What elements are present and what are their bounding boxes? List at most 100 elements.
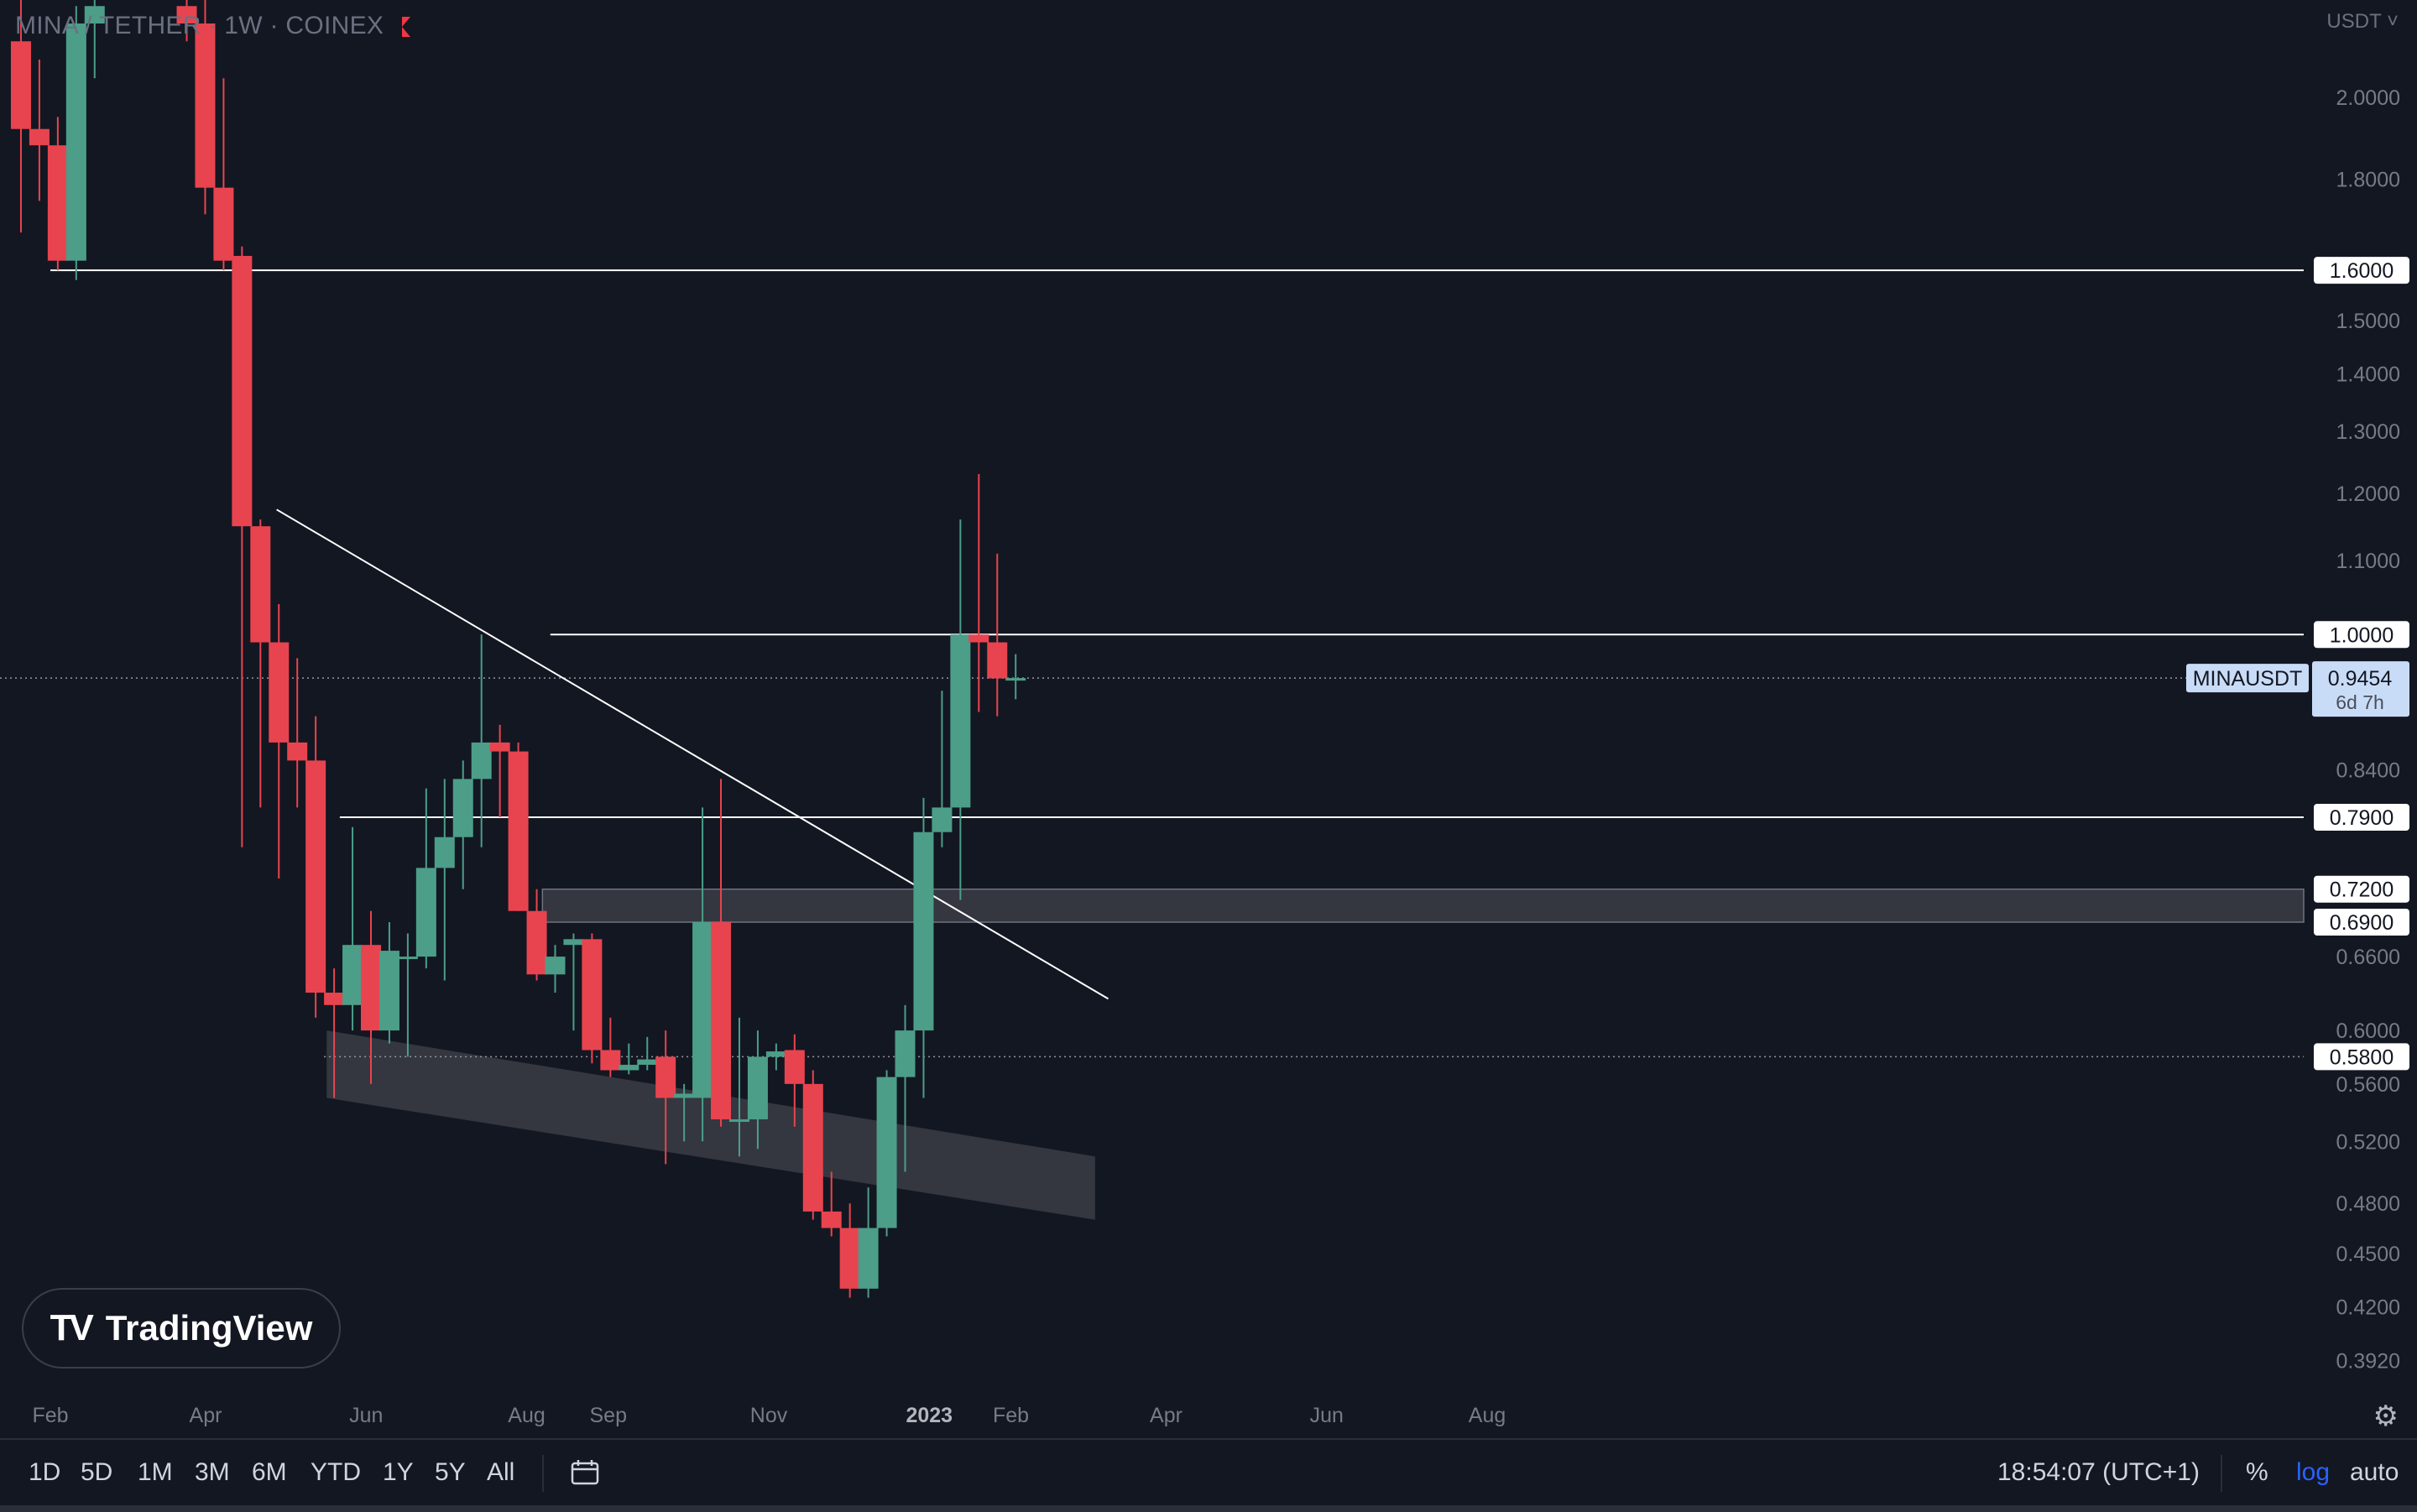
candle[interactable] — [655, 1030, 676, 1165]
candle[interactable] — [728, 1017, 749, 1157]
y-tick-label: 0.4800 — [2336, 1192, 2400, 1216]
y-tick-label: 1.3000 — [2336, 420, 2400, 444]
candle[interactable] — [711, 779, 732, 1127]
range-1y-button[interactable]: 1Y — [383, 1458, 414, 1486]
flag-icon[interactable] — [402, 17, 411, 38]
x-tick-label: Apr — [1150, 1404, 1182, 1427]
time-axis: Feb Apr Jun Aug Sep Nov 2023 Feb Apr Jun Aug — [32, 1404, 1506, 1427]
candle[interactable] — [489, 724, 510, 818]
candle-body — [10, 41, 31, 129]
range-5d-button[interactable]: 5D — [81, 1458, 113, 1486]
candle[interactable] — [968, 474, 989, 712]
candle[interactable] — [65, 6, 86, 280]
candle[interactable] — [545, 945, 566, 993]
range-1d-button[interactable]: 1D — [29, 1458, 61, 1486]
candle[interactable] — [600, 1017, 621, 1077]
symbol-legend[interactable]: MINA / TETHER · 1W · COINEX — [15, 12, 411, 40]
candle-body — [821, 1211, 842, 1228]
candle[interactable] — [29, 59, 50, 201]
auto-toggle[interactable]: auto — [2350, 1458, 2399, 1486]
candle[interactable] — [10, 0, 31, 233]
range-1m-button[interactable]: 1M — [138, 1458, 173, 1486]
price-axis: 2.0000 1.8000 1.5000 1.4000 1.3000 1.2000 1.10… — [2336, 86, 2400, 1373]
candle-body — [305, 760, 326, 993]
currency-selector[interactable]: USDT ˅ — [2326, 10, 2399, 34]
candle[interactable] — [471, 634, 492, 847]
candle[interactable] — [176, 0, 197, 42]
candle[interactable] — [765, 1043, 786, 1071]
candle[interactable] — [47, 117, 68, 271]
clock-readout[interactable]: 18:54:07 (UTC+1) — [1997, 1458, 2200, 1486]
tradingview-logo[interactable]: TV TradingView — [22, 1288, 341, 1369]
candle[interactable] — [637, 1036, 658, 1071]
log-toggle[interactable]: log — [2296, 1458, 2331, 1486]
candle[interactable] — [84, 0, 105, 79]
candle[interactable] — [305, 716, 326, 1018]
candle[interactable] — [250, 519, 271, 808]
candle-body — [747, 1056, 768, 1120]
date-range-icon[interactable] — [571, 1460, 599, 1485]
candle[interactable] — [397, 933, 418, 1057]
candle[interactable] — [821, 1171, 842, 1237]
range-5y-button[interactable]: 5Y — [435, 1458, 466, 1486]
horizontal-scrollbar[interactable] — [0, 1505, 2417, 1512]
candle-body — [619, 1065, 639, 1071]
candle[interactable] — [839, 1203, 860, 1298]
tradingview-mark-icon: TV — [50, 1307, 94, 1348]
gear-icon[interactable]: ⚙ — [2373, 1400, 2399, 1432]
y-tick-label: 0.8400 — [2336, 759, 2400, 782]
candle[interactable] — [324, 968, 345, 1098]
y-tick-label: 1.5000 — [2336, 310, 2400, 333]
candle[interactable] — [582, 933, 603, 1064]
candle[interactable] — [950, 519, 971, 900]
candle[interactable] — [434, 779, 455, 981]
candle[interactable] — [876, 1070, 897, 1237]
y-tick-label: 0.3920 — [2336, 1349, 2400, 1373]
percent-toggle[interactable]: % — [2246, 1458, 2268, 1486]
y-tick-label: 1.2000 — [2336, 482, 2400, 506]
candle[interactable] — [269, 604, 290, 879]
range-ytd-button[interactable]: YTD — [311, 1458, 361, 1486]
candle[interactable] — [674, 1083, 695, 1142]
candle[interactable] — [802, 1070, 823, 1220]
candle[interactable] — [287, 658, 308, 808]
candle[interactable] — [452, 760, 473, 889]
candle-body — [1005, 678, 1026, 681]
candle[interactable] — [987, 553, 1008, 717]
x-tick-label: Jun — [1310, 1404, 1344, 1427]
candle[interactable] — [195, 0, 216, 215]
candle[interactable] — [378, 922, 399, 1044]
candle-body — [987, 642, 1008, 679]
trendlines — [276, 508, 1109, 1000]
range-3m-button[interactable]: 3M — [195, 1458, 230, 1486]
symbol-badge-label: MINAUSDT — [2193, 667, 2303, 691]
candle[interactable] — [913, 797, 934, 1098]
candle[interactable] — [784, 1034, 805, 1127]
candle[interactable] — [692, 807, 713, 1142]
candle[interactable] — [932, 691, 953, 847]
candle[interactable] — [1005, 654, 1026, 700]
range-6m-button[interactable]: 6M — [252, 1458, 287, 1486]
candle[interactable] — [747, 1030, 768, 1150]
candle-body — [526, 910, 547, 975]
candle[interactable] — [508, 742, 529, 911]
candle[interactable] — [232, 246, 253, 847]
candle[interactable] — [415, 788, 436, 969]
candle[interactable] — [563, 933, 584, 1031]
candle[interactable] — [895, 1004, 916, 1172]
candle[interactable] — [213, 78, 234, 271]
candle[interactable] — [858, 1187, 879, 1298]
range-all-button[interactable]: All — [487, 1458, 515, 1486]
candle[interactable] — [526, 889, 547, 981]
candle-body — [29, 128, 50, 146]
last-price-badge-bg — [2312, 661, 2409, 717]
candle[interactable] — [361, 910, 381, 1084]
candles — [10, 0, 1026, 1298]
candle[interactable] — [619, 1043, 639, 1075]
price-badge-label: 0.7900 — [2330, 806, 2394, 830]
toolbar-divider — [542, 1455, 544, 1492]
candle[interactable] — [342, 826, 363, 1031]
price-badge-bg — [2314, 804, 2409, 832]
